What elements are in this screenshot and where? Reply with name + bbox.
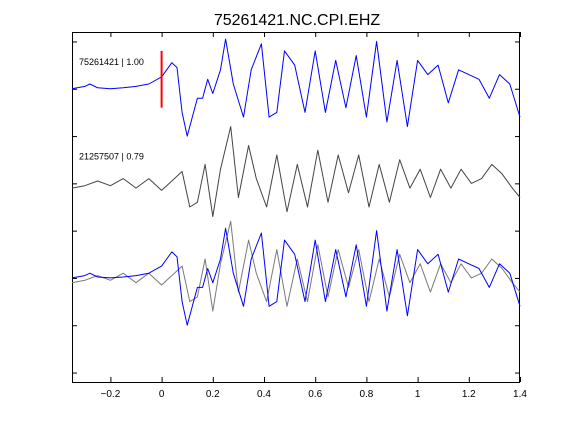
- waveform-trace: [71, 227, 521, 326]
- x-tick-label: 1.2: [462, 389, 476, 400]
- x-tick-label: 1: [415, 389, 421, 400]
- x-tick-label: 0.2: [206, 389, 220, 400]
- trace-labels: 75261421 | 1.00 21257507 | 0.79: [79, 57, 144, 162]
- waveform-trace: [71, 126, 521, 217]
- trace-label: 21257507 | 0.79: [79, 152, 144, 162]
- x-tick-label: −0.2: [101, 389, 121, 400]
- waveform-trace: [71, 38, 521, 137]
- plot-frame: [72, 32, 520, 383]
- trace-label: 75261421 | 1.00: [79, 57, 144, 67]
- x-tick-label: 1.4: [513, 389, 527, 400]
- waveform-trace: [71, 220, 521, 312]
- x-tick-label: 0.8: [359, 389, 373, 400]
- x-tick-label: 0.4: [257, 389, 271, 400]
- x-tick-labels: −0.2 0 0.2 0.4 0.6 0.8 1 1.2 1.4: [101, 389, 528, 400]
- chart-title: 75261421.NC.CPI.EHZ: [214, 12, 381, 29]
- x-tick-label: 0: [159, 389, 165, 400]
- x-tick-label: 0.6: [308, 389, 322, 400]
- waveform-traces: [71, 38, 521, 326]
- tick-marks: [72, 32, 521, 382]
